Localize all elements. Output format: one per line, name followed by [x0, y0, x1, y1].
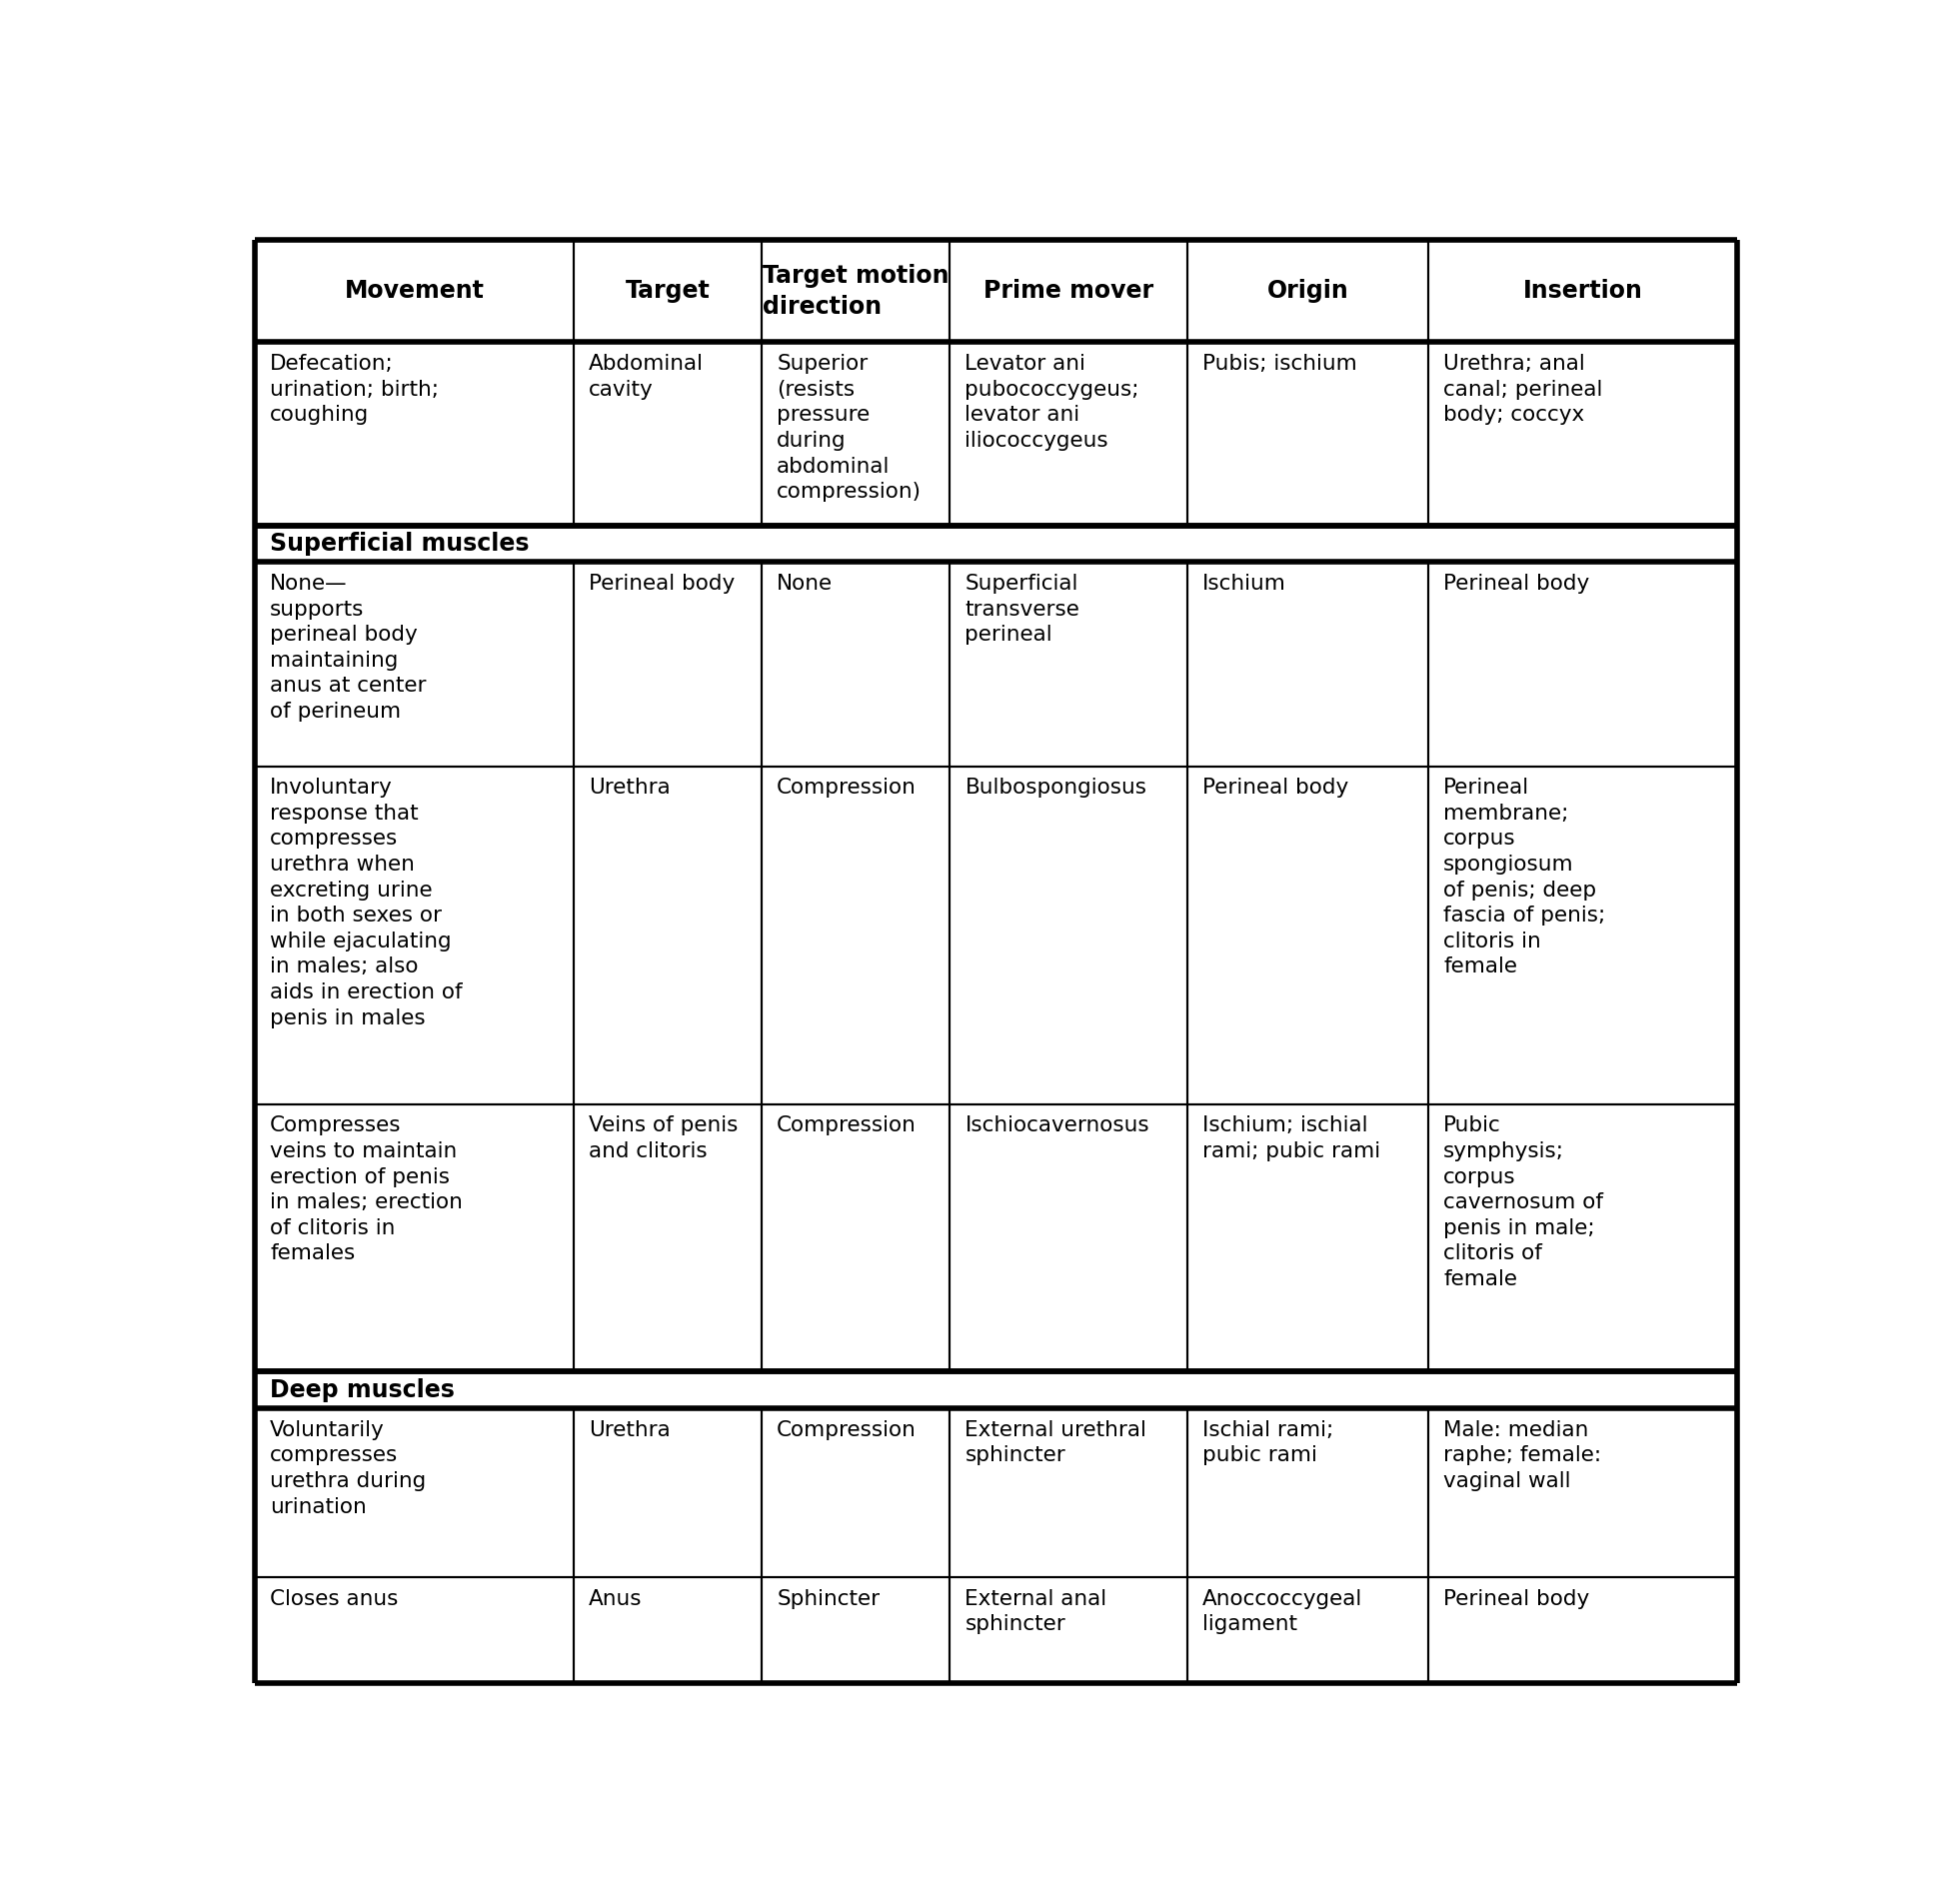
Text: Male: median
raphe; female:
vaginal wall: Male: median raphe; female: vaginal wall [1444, 1420, 1601, 1491]
Text: Pubic
symphysis;
corpus
cavernosum of
penis in male;
clitoris of
female: Pubic symphysis; corpus cavernosum of pe… [1444, 1116, 1603, 1289]
Text: Abdominal
cavity: Abdominal cavity [589, 354, 703, 400]
Text: Compression: Compression [777, 779, 917, 798]
Text: Ischium: Ischium [1203, 573, 1286, 594]
Text: Superior
(resists
pressure
during
abdominal
compression): Superior (resists pressure during abdomi… [777, 354, 921, 503]
Text: Voluntarily
compresses
urethra during
urination: Voluntarily compresses urethra during ur… [270, 1420, 426, 1517]
Text: Sphincter: Sphincter [777, 1590, 880, 1609]
Text: Pubis; ischium: Pubis; ischium [1203, 354, 1356, 373]
Text: None—
supports
perineal body
maintaining
anus at center
of perineum: None— supports perineal body maintaining… [270, 573, 426, 722]
Text: Superficial muscles: Superficial muscles [270, 531, 528, 556]
Text: External anal
sphincter: External anal sphincter [966, 1590, 1108, 1634]
Text: Perineal body: Perineal body [589, 573, 734, 594]
Text: Ischium; ischial
rami; pubic rami: Ischium; ischial rami; pubic rami [1203, 1116, 1380, 1161]
Text: None: None [777, 573, 834, 594]
Text: Compression: Compression [777, 1420, 917, 1439]
Text: Involuntary
response that
compresses
urethra when
excreting urine
in both sexes : Involuntary response that compresses ure… [270, 779, 462, 1028]
Text: Insertion: Insertion [1523, 280, 1642, 303]
Text: Compression: Compression [777, 1116, 917, 1137]
Text: Anus: Anus [589, 1590, 641, 1609]
Text: Perineal
membrane;
corpus
spongiosum
of penis; deep
fascia of penis;
clitoris in: Perineal membrane; corpus spongiosum of … [1444, 779, 1605, 977]
Text: Deep muscles: Deep muscles [270, 1378, 455, 1401]
Text: Ischial rami;
pubic rami: Ischial rami; pubic rami [1203, 1420, 1333, 1466]
Text: Superficial
transverse
perineal: Superficial transverse perineal [966, 573, 1080, 645]
Text: Closes anus: Closes anus [270, 1590, 398, 1609]
Text: Ischiocavernosus: Ischiocavernosus [966, 1116, 1150, 1137]
Text: Urethra; anal
canal; perineal
body; coccyx: Urethra; anal canal; perineal body; cocc… [1444, 354, 1603, 425]
Text: Perineal body: Perineal body [1444, 573, 1589, 594]
Text: Target motion
direction: Target motion direction [762, 265, 948, 318]
Text: Defecation;
urination; birth;
coughing: Defecation; urination; birth; coughing [270, 354, 439, 425]
Text: Urethra: Urethra [589, 1420, 670, 1439]
Text: External urethral
sphincter: External urethral sphincter [966, 1420, 1146, 1466]
Text: Levator ani
pubococcygeus;
levator ani
iliococcygeus: Levator ani pubococcygeus; levator ani i… [966, 354, 1139, 451]
Text: Anoccoccygeal
ligament: Anoccoccygeal ligament [1203, 1590, 1362, 1634]
Text: Bulbospongiosus: Bulbospongiosus [966, 779, 1146, 798]
Text: Movement: Movement [344, 280, 484, 303]
Text: Urethra: Urethra [589, 779, 670, 798]
Text: Veins of penis
and clitoris: Veins of penis and clitoris [589, 1116, 738, 1161]
Text: Perineal body: Perineal body [1203, 779, 1348, 798]
Text: Compresses
veins to maintain
erection of penis
in males; erection
of clitoris in: Compresses veins to maintain erection of… [270, 1116, 462, 1264]
Text: Target: Target [626, 280, 709, 303]
Text: Prime mover: Prime mover [983, 280, 1154, 303]
Text: Origin: Origin [1267, 280, 1348, 303]
Text: Perineal body: Perineal body [1444, 1590, 1589, 1609]
